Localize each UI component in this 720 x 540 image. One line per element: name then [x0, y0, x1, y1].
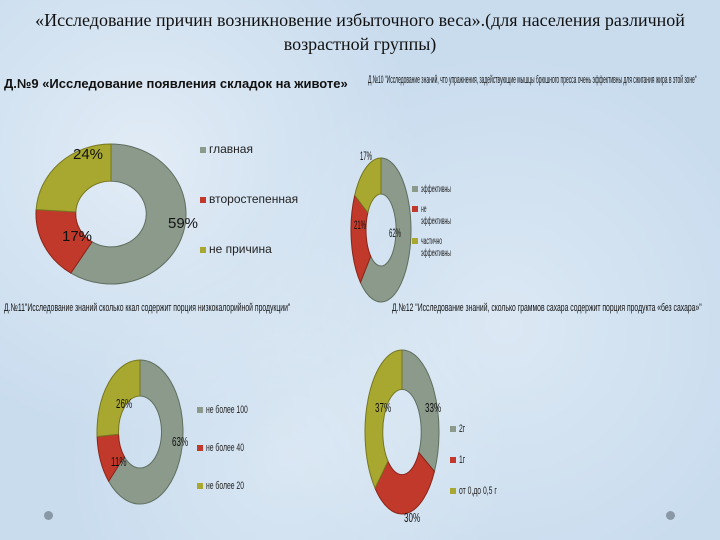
- donut-3-slice-1: [374, 451, 435, 515]
- donut-3-legend-swatch-0: [450, 426, 456, 432]
- nav-dot-left: [44, 511, 53, 520]
- donut-1-slice-0: [359, 157, 412, 303]
- donut-3-value-label-1: 30%: [404, 511, 420, 525]
- chart-title-11: Д.№11"Исследование знаний сколько ккал с…: [4, 302, 291, 314]
- donut-0-legend-swatch-0: [200, 147, 206, 153]
- donut-1-legend-swatch-2: [412, 238, 418, 244]
- donut-2-legend-swatch-0: [197, 407, 203, 413]
- donut-0-legend-swatch-2: [200, 247, 206, 253]
- donut-0-slice-0: [70, 143, 187, 285]
- donut-3-legend-label-2: от 0,до 0,5 г: [459, 484, 497, 496]
- chart-title-10: Д.№10 "Исследование знаний, что упражнен…: [368, 74, 697, 86]
- donut-3-value-label-2: 37%: [375, 401, 391, 415]
- donut-3-legend-label-0: 2г: [459, 422, 466, 434]
- donut-2-legend-label-0: не более 100: [206, 403, 248, 415]
- donut-2-value-label-0: 63%: [172, 435, 188, 449]
- donut-0-value-label-1: 17%: [62, 228, 92, 245]
- donut-3-slice-2: [364, 349, 403, 490]
- donut-0-legend-label-1: второстепенная: [209, 192, 298, 206]
- donut-2-slice-0: [108, 359, 184, 505]
- donut-2-legend-label-1: не более 40: [206, 441, 244, 453]
- donut-2-value-label-1: 11%: [111, 455, 127, 469]
- donut-3-legend-swatch-1: [450, 457, 456, 463]
- donut-3-legend-label-1: 1г: [459, 453, 466, 465]
- donut-1-value-label-0: 62%: [389, 227, 401, 241]
- donut-1-legend-label-2: частично эффективны: [421, 235, 451, 258]
- donut-0: 59% 17% 24% главная второстепенная не причина: [35, 142, 298, 285]
- donut-1-legend-swatch-0: [412, 186, 418, 192]
- donut-1-legend-label-0: эффективны: [421, 183, 451, 194]
- donut-2-slice-2: [96, 359, 141, 438]
- donut-1-legend-swatch-1: [412, 206, 418, 212]
- donut-3-slice-0: [401, 349, 440, 473]
- donut-0-value-label-2: 24%: [73, 146, 103, 163]
- donut-1-slice-2: [354, 157, 382, 214]
- donut-3-value-label-0: 33%: [425, 401, 441, 415]
- donut-0-value-label-0: 59%: [168, 215, 198, 232]
- donut-2-legend-swatch-1: [197, 445, 203, 451]
- donut-1-value-label-2: 17%: [360, 150, 372, 164]
- nav-dot-right: [666, 511, 675, 520]
- donut-1-legend-label-1: не эффективны: [421, 203, 451, 226]
- donut-3: 33% 30% 37% 2г 1г от 0,до 0,5 г: [364, 349, 497, 526]
- donut-3-legend-swatch-2: [450, 488, 456, 494]
- donut-1-value-label-1: 21%: [354, 219, 366, 233]
- page-title: «Исследование причин возникновение избыт…: [35, 10, 685, 54]
- chart-title-9: Д.№9 «Исследование появления складок на …: [4, 76, 348, 91]
- donut-0-legend-label-0: главная: [209, 142, 253, 156]
- donut-1: 62% 21% 17% эффективны не эффективны частично э…: [350, 150, 451, 303]
- donut-0-legend-label-2: не причина: [209, 242, 272, 256]
- donut-2-legend-swatch-2: [197, 483, 203, 489]
- donut-0-slice-2: [35, 143, 112, 213]
- donut-0-legend-swatch-1: [200, 197, 206, 203]
- donut-2-value-label-2: 26%: [116, 397, 132, 411]
- chart-title-12: Д.№12 "Исследование знаний, сколько грам…: [392, 302, 702, 314]
- donut-2: 63% 11% 26% не более 100 не более 40 не более…: [96, 359, 248, 505]
- donut-2-legend-label-2: не более 20: [206, 479, 244, 491]
